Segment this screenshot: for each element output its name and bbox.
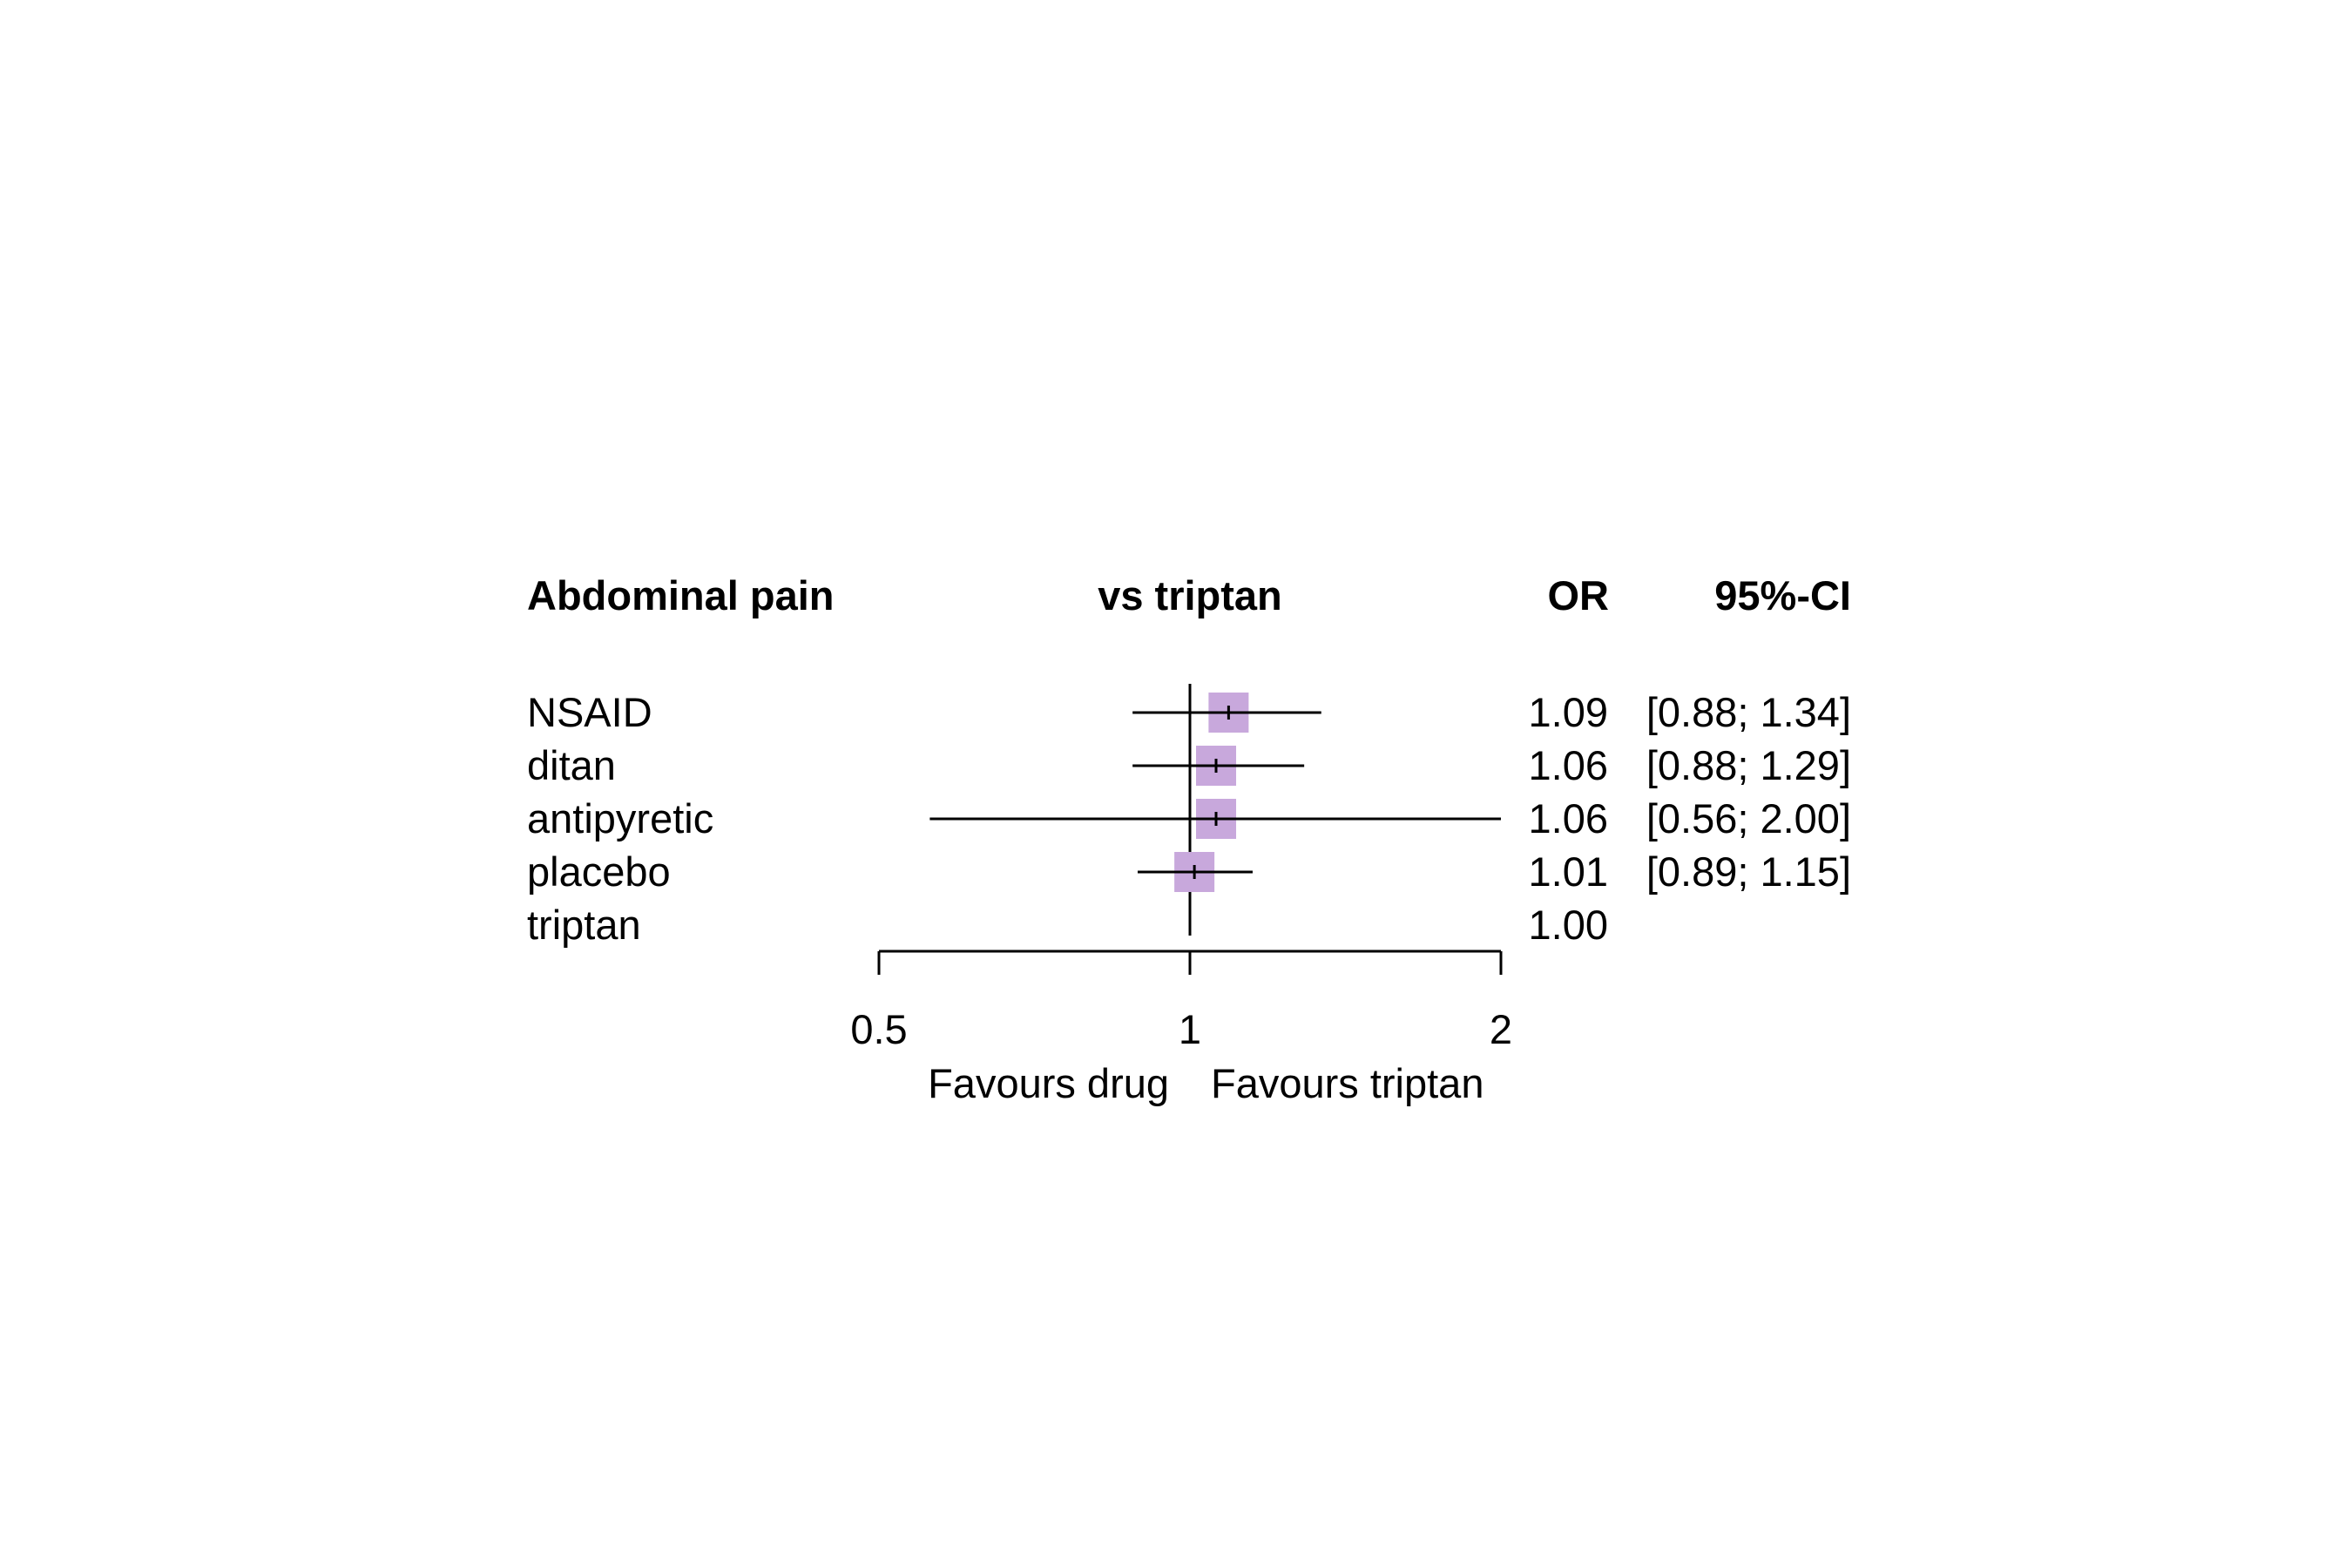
favours-left-label: Favours drug bbox=[928, 1060, 1169, 1106]
study-rows: NSAID 1.09 [0.88; 1.34] ditan 1.06 [0.88; 1.2… bbox=[527, 684, 1851, 948]
outcome-header: Abdominal pain bbox=[527, 572, 835, 618]
study-row: antipyretic 1.06 [0.56; 2.00] bbox=[527, 795, 1851, 841]
x-tick-label: 0.5 bbox=[850, 1006, 907, 1052]
or-value: 1.06 bbox=[1529, 795, 1608, 841]
x-axis: 0.5 1 2 bbox=[850, 950, 1512, 1052]
row-label: placebo bbox=[527, 848, 671, 895]
favours-right-label: Favours triptan bbox=[1211, 1060, 1484, 1106]
row-label: triptan bbox=[527, 902, 641, 948]
ci-value: [0.89; 1.15] bbox=[1646, 848, 1851, 895]
study-row: triptan 1.00 bbox=[527, 902, 1608, 948]
ci-value: [0.88; 1.34] bbox=[1646, 689, 1851, 735]
x-tick-label: 2 bbox=[1490, 1006, 1512, 1052]
x-tick-label: 1 bbox=[1179, 1006, 1201, 1052]
study-row: NSAID 1.09 [0.88; 1.34] bbox=[527, 689, 1851, 735]
study-row: placebo 1.01 [0.89; 1.15] bbox=[527, 848, 1851, 895]
comparison-header: vs triptan bbox=[1098, 572, 1282, 618]
or-value: 1.06 bbox=[1529, 742, 1608, 788]
or-value: 1.09 bbox=[1529, 689, 1608, 735]
row-label: antipyretic bbox=[527, 795, 713, 841]
favours-labels: Favours drug Favours triptan bbox=[928, 1060, 1484, 1106]
row-label: ditan bbox=[527, 742, 616, 788]
row-label: NSAID bbox=[527, 689, 652, 735]
column-headers: Abdominal pain vs triptan OR 95%-CI bbox=[527, 572, 1851, 618]
study-row: ditan 1.06 [0.88; 1.29] bbox=[527, 742, 1851, 788]
ci-header: 95%-CI bbox=[1714, 572, 1851, 618]
effect-header: OR bbox=[1548, 572, 1610, 618]
ci-value: [0.56; 2.00] bbox=[1646, 795, 1851, 841]
ci-value: [0.88; 1.29] bbox=[1646, 742, 1851, 788]
or-value: 1.00 bbox=[1529, 902, 1608, 948]
or-value: 1.01 bbox=[1529, 848, 1608, 895]
